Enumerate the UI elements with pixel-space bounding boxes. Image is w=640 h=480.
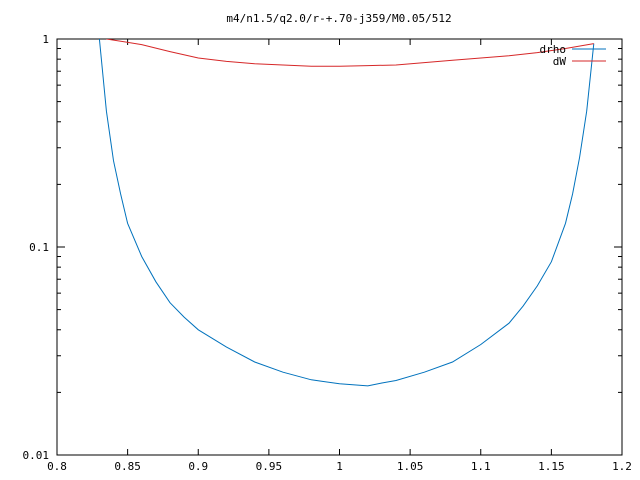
plot-frame bbox=[56, 38, 623, 456]
x-tick-label: 0.9 bbox=[188, 460, 208, 473]
y-minor-ticks bbox=[57, 48, 622, 393]
x-tick-label: 1 bbox=[336, 460, 343, 473]
y-tick-label: 1 bbox=[42, 33, 49, 46]
x-tick-label: 0.8 bbox=[47, 460, 67, 473]
y-axis-ticks: 0.01 0.1 1 bbox=[23, 33, 622, 462]
x-tick-label: 0.85 bbox=[114, 460, 141, 473]
legend-label: drho bbox=[540, 43, 567, 56]
y-tick-label: 0.01 bbox=[23, 449, 50, 462]
x-tick-label: 1.05 bbox=[397, 460, 424, 473]
chart-title: m4/n1.5/q2.0/r-+.70-j359/M0.05/512 bbox=[226, 12, 451, 25]
legend-label: dW bbox=[553, 55, 567, 68]
x-axis-ticks: 0.8 0.85 0.9 0.95 1 1.05 1.1 1.15 1.2 bbox=[47, 39, 632, 473]
x-tick-label: 1.2 bbox=[612, 460, 632, 473]
y-tick-label: 0.1 bbox=[29, 241, 49, 254]
x-tick-label: 1.1 bbox=[471, 460, 491, 473]
series-layer bbox=[98, 39, 595, 387]
x-tick-label: 1.15 bbox=[538, 460, 565, 473]
series-line-drho bbox=[98, 39, 595, 387]
series-line-dW bbox=[106, 39, 594, 67]
x-tick-label: 0.95 bbox=[256, 460, 283, 473]
